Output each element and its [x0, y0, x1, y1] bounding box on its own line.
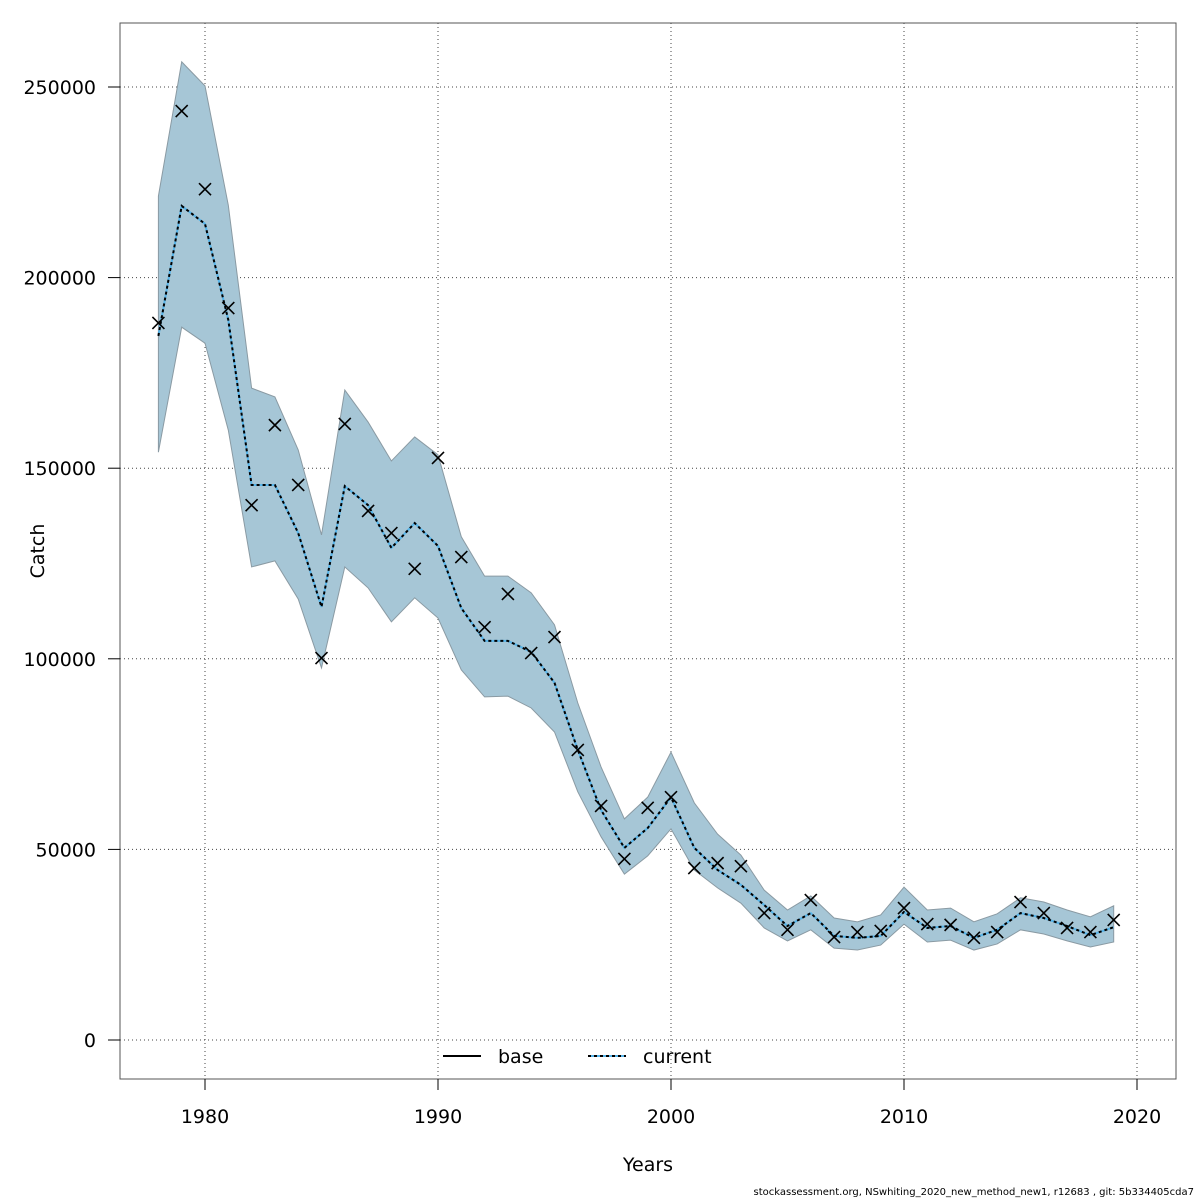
x-tick-label: 1980	[181, 1106, 229, 1128]
y-tick-label: 250000	[23, 77, 96, 99]
observed-point	[454, 550, 468, 564]
y-tick-label: 100000	[23, 649, 96, 671]
y-tick-label: 50000	[36, 839, 96, 861]
observed-point	[547, 630, 562, 644]
x-axis-label: Years	[622, 1154, 673, 1176]
observed-point	[897, 901, 911, 915]
y-axis: 0 50000 100000 150000 200000 250000	[23, 77, 120, 1052]
y-tick-label: 200000	[23, 268, 96, 290]
observed-point	[198, 182, 212, 196]
observed-point	[967, 931, 981, 945]
x-axis: 1980 1990 2000 2010 2020	[181, 1079, 1161, 1128]
observed-point	[1037, 906, 1051, 920]
observed-point	[408, 562, 422, 576]
observed-point	[920, 917, 934, 931]
legend: base current	[443, 1046, 712, 1068]
observed-point	[478, 620, 492, 634]
legend-current-label: current	[643, 1046, 712, 1068]
observed-point	[384, 526, 398, 540]
footer-note: stockassessment.org, NSwhiting_2020_new_…	[753, 1187, 1194, 1198]
observed-point	[711, 856, 725, 870]
observed-point	[291, 478, 305, 492]
x-tick-label: 2000	[647, 1106, 695, 1128]
observed-point	[245, 498, 259, 512]
plot-frame	[119, 22, 1177, 1080]
observed-point	[687, 861, 701, 875]
observed-point	[1060, 921, 1074, 935]
observed-point	[804, 893, 818, 907]
band-area	[157, 60, 1115, 951]
observed-point	[524, 646, 538, 660]
observed-point	[1013, 895, 1028, 909]
observed-point	[617, 852, 631, 866]
observed-point	[571, 743, 585, 757]
observed-point	[944, 918, 958, 932]
x-tick-label: 1990	[414, 1106, 462, 1128]
observed-point	[361, 504, 375, 518]
observed-point	[1083, 925, 1097, 939]
observed-point	[314, 651, 329, 665]
observed-point	[594, 799, 608, 813]
observed-point	[268, 418, 282, 432]
y-tick-label: 0	[84, 1030, 96, 1052]
observed-point	[827, 930, 841, 944]
observed-point	[757, 906, 771, 920]
observed-point	[874, 924, 888, 938]
observed-point	[1107, 913, 1121, 927]
x-tick-label: 2020	[1113, 1106, 1161, 1128]
observed-points	[151, 104, 1121, 945]
observed-point	[175, 104, 189, 118]
observed-point	[780, 923, 795, 937]
legend-base-label: base	[498, 1046, 543, 1068]
observed-point	[664, 790, 678, 804]
observed-point	[641, 801, 655, 815]
x-tick-label: 2010	[880, 1106, 928, 1128]
y-axis-label: Catch	[27, 524, 49, 579]
y-tick-label: 150000	[23, 458, 96, 480]
observed-point	[850, 925, 864, 939]
observed-point	[338, 417, 352, 431]
observed-point	[221, 301, 235, 315]
observed-point	[734, 859, 748, 873]
observed-point	[990, 925, 1004, 939]
observed-point	[431, 451, 445, 465]
grid	[120, 23, 1176, 1079]
confidence-band	[157, 60, 1115, 951]
observed-point	[151, 316, 165, 330]
observed-point	[501, 587, 515, 601]
